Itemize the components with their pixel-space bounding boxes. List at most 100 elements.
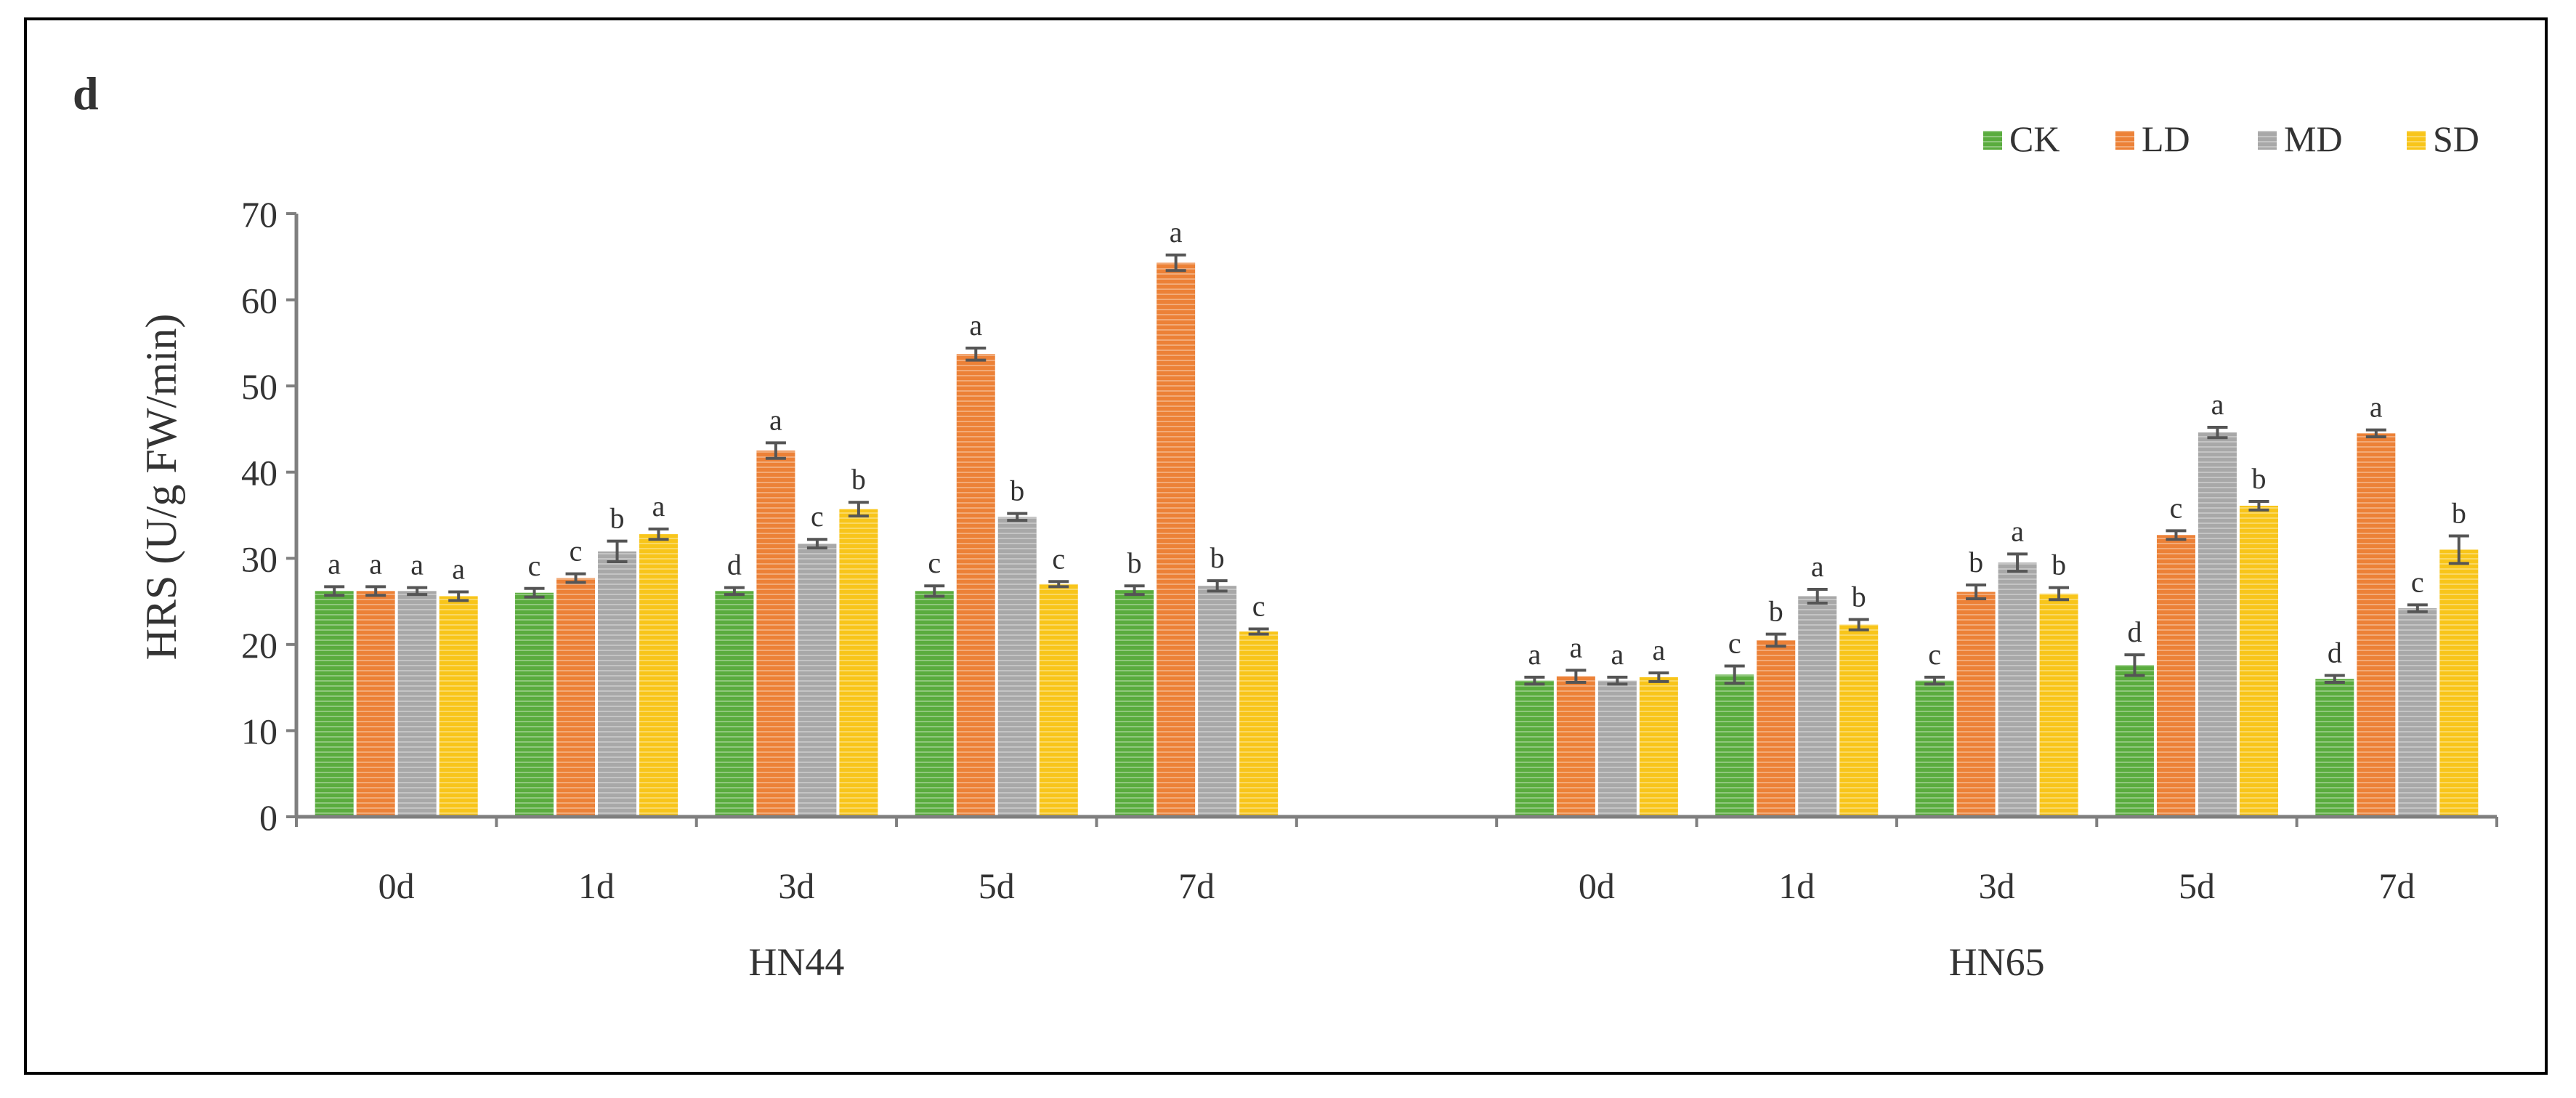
bar-texture [556,578,596,817]
bar-texture [839,509,878,817]
significance-letter: b [1769,595,1783,628]
bar-texture [1039,584,1078,817]
significance-letter: c [811,500,824,533]
panel-label: d [73,68,99,119]
significance-letter: b [1127,546,1142,579]
bar-texture [2357,433,2396,817]
significance-letter: d [2127,615,2142,648]
significance-letter: b [1010,475,1024,507]
bar-texture [515,592,554,817]
y-tick-label: 60 [241,280,278,321]
legend: CK LD MD SD [1983,118,2479,159]
y-tick-label: 40 [241,453,278,493]
y-tick-label: 20 [241,625,278,666]
bar-texture [1597,680,1637,817]
significance-letter: b [2052,549,2066,581]
bar-texture [1839,624,1879,817]
bar-texture [1239,631,1279,817]
x-category-label: 3d [1979,865,2015,906]
bar-texture [1798,596,1837,817]
significance-letter: b [1210,541,1225,574]
significance-letter: a [328,547,341,580]
x-category-label: 3d [778,865,814,906]
bar-texture [639,534,679,817]
legend-swatch-texture [1983,131,2002,150]
x-category-label: 7d [2378,865,2415,906]
significance-letter: a [1611,638,1624,671]
significance-letter: a [369,547,382,580]
legend-label: MD [2284,118,2343,159]
x-category-label: 1d [1778,865,1815,906]
bar-texture [1515,680,1554,817]
bar-texture [1198,586,1237,817]
significance-letter: a [2370,391,2383,424]
significance-letter: b [2452,496,2466,529]
significance-letter: a [1170,216,1183,249]
bar-texture [1157,262,1196,818]
significance-letter: a [452,553,465,586]
bar-texture [1639,677,1678,817]
x-category-label: 7d [1178,865,1215,906]
bar-texture [356,591,395,817]
y-axis-label: HRS (U/g FW/min) [137,314,185,661]
x-category-label: 0d [378,865,415,906]
significance-letter: a [769,403,782,436]
significance-letter: b [2251,462,2266,495]
significance-letter: b [1969,546,1983,578]
bar-texture [715,591,754,817]
y-tick-label: 0 [259,797,278,838]
legend-swatch-texture [2115,131,2134,150]
significance-letter: c [1928,638,1941,671]
bar-texture [2439,549,2479,817]
y-tick-label: 50 [241,366,278,407]
bar-texture [956,354,995,817]
legend-label: LD [2142,118,2190,159]
significance-letter: d [2328,637,2342,669]
significance-letter: d [727,549,742,581]
bar-texture [1715,674,1754,817]
bar-texture [2239,505,2278,817]
significance-letter: b [610,502,625,535]
x-category-label: 0d [1579,865,1615,906]
significance-letter: a [1569,631,1582,663]
y-tick-label: 70 [241,194,278,235]
bar-texture [915,591,954,817]
significance-letter: a [652,490,665,522]
x-category-label: 5d [979,865,1015,906]
bar-texture [1956,592,1996,817]
significance-letter: a [2011,514,2024,547]
bar-texture [1915,680,1954,817]
significance-letter: a [1811,550,1824,583]
bar-texture [997,517,1037,817]
significance-letter: a [2211,388,2224,421]
bar-texture [598,551,637,817]
legend-swatch-texture [2407,131,2426,150]
significance-letter: c [1252,590,1265,623]
bar-texture [2315,679,2354,817]
bar-texture [1556,676,1595,817]
significance-letter: c [928,546,941,579]
bar-texture [1998,562,2037,817]
bar-texture [2198,432,2237,817]
significance-letter: a [969,309,982,342]
bar-texture [1757,639,1796,817]
x-axis: 0d 1d 3d 5d 7d 0d 1d 3d 5d 7d HN44 HN65 [295,815,2498,984]
legend-label: CK [2009,118,2059,159]
bar-texture [397,591,437,817]
group-label: HN65 [1949,940,2045,984]
significance-letter: c [1052,542,1065,575]
bar-texture [2398,608,2437,817]
significance-letter: c [2411,565,2424,598]
y-tick-label: 10 [241,711,278,751]
legend-label: SD [2433,118,2479,159]
significance-letter: a [410,549,424,581]
y-tick-label: 30 [241,538,278,579]
bar-texture [798,544,837,817]
figure-frame [24,17,2548,1075]
group-label: HN44 [748,940,844,984]
x-category-label: 5d [2179,865,2215,906]
legend-swatch-texture [2258,131,2277,150]
bar-texture [2156,535,2195,817]
